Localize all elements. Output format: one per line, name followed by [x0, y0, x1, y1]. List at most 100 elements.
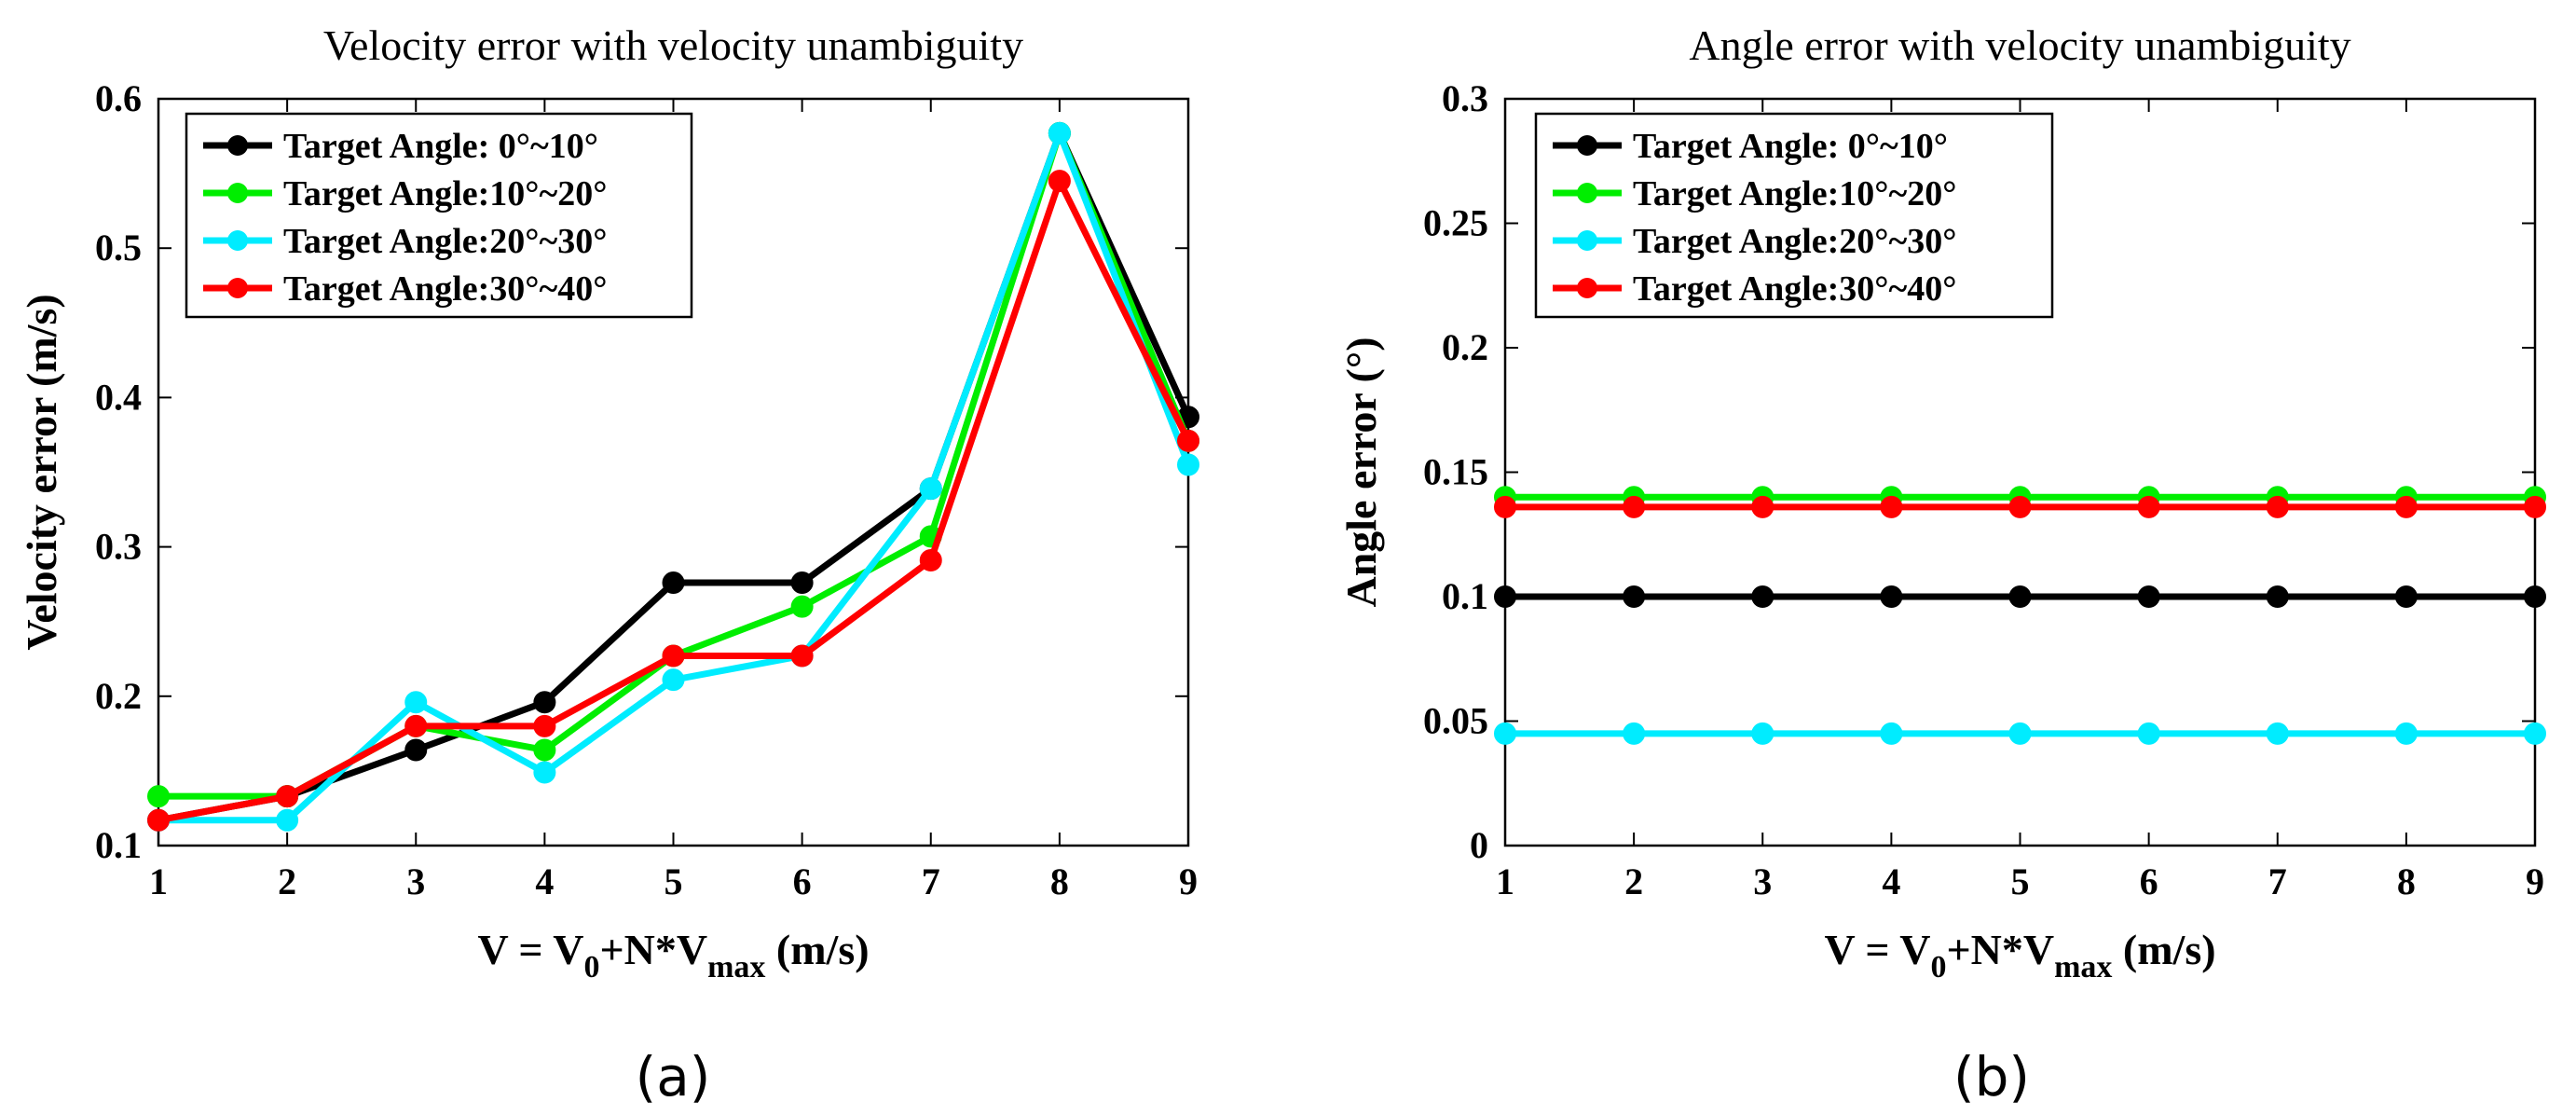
data-point: [1623, 495, 1646, 518]
x-tick-label: 7: [2268, 860, 2287, 902]
x-tick-label: 8: [1050, 860, 1069, 902]
data-point: [2266, 495, 2289, 518]
data-point: [404, 738, 428, 762]
legend-entry: Target Angle:30°~40°: [1633, 269, 1956, 309]
x-axis-label-part: +N*V: [599, 926, 707, 973]
legend-swatch-marker: [1577, 135, 1597, 156]
data-point: [1623, 722, 1646, 745]
data-point: [790, 571, 814, 595]
x-axis-label-part: V = V: [477, 926, 583, 973]
data-point: [1751, 495, 1774, 518]
legend-swatch-marker: [227, 135, 248, 156]
legend: Target Angle: 0°~10° Target Angle:10°~20°…: [185, 112, 693, 319]
y-tick-label: 0.1: [95, 824, 142, 866]
x-tick-label: 2: [1624, 860, 1643, 902]
data-point: [2266, 585, 2289, 608]
x-axis-label-part: +N*V: [1946, 926, 2054, 973]
data-point: [1494, 495, 1516, 518]
y-tick-label: 0.05: [1423, 700, 1488, 742]
data-point: [790, 595, 814, 618]
x-tick-label: 3: [406, 860, 425, 902]
x-axis-label-part: V = V: [1824, 926, 1930, 973]
panel-label: (a): [636, 1045, 711, 1108]
y-tick-label: 0.2: [95, 675, 142, 717]
data-point: [2524, 722, 2546, 745]
data-point: [2394, 585, 2418, 608]
data-point: [2008, 495, 2032, 518]
y-tick-label: 0: [1470, 824, 1488, 866]
chart-title: Velocity error with velocity unambiguity: [323, 21, 1023, 69]
data-point: [1880, 585, 1903, 608]
legend-swatch-marker: [1577, 183, 1597, 203]
data-point: [2137, 722, 2160, 745]
data-point: [2008, 722, 2032, 745]
data-point: [1048, 170, 1071, 193]
data-point: [533, 761, 556, 784]
data-point: [1880, 722, 1903, 745]
data-point: [147, 785, 170, 808]
data-point: [662, 644, 685, 668]
series-3: [1494, 495, 2546, 518]
data-point: [533, 738, 556, 762]
data-point: [2266, 722, 2289, 745]
data-point: [2394, 495, 2418, 518]
data-point: [1048, 121, 1071, 145]
x-axis-label-subscript: 0: [1930, 950, 1946, 984]
y-tick-label: 0.25: [1423, 202, 1488, 244]
chart-title: Angle error with velocity unambiguity: [1689, 21, 2350, 69]
legend-entry: Target Angle:10°~20°: [283, 174, 607, 213]
data-point: [919, 477, 942, 501]
y-tick-label: 0.3: [95, 526, 142, 568]
legend-entry: Target Angle:30°~40°: [283, 269, 607, 309]
y-tick-label: 0.6: [95, 77, 142, 119]
y-tick-label: 0.4: [95, 376, 142, 418]
data-point: [2137, 495, 2160, 518]
x-axis-label-part: (m/s): [765, 926, 869, 973]
chart-panel-0: Velocity error with velocity unambiguity…: [18, 21, 1199, 984]
x-tick-label: 4: [535, 860, 554, 902]
data-point: [276, 808, 299, 832]
data-point: [2524, 495, 2546, 518]
y-tick-label: 0.5: [95, 227, 142, 268]
legend-swatch-marker: [227, 230, 248, 251]
data-point: [1494, 722, 1516, 745]
y-axis-label: Angle error (°): [1337, 337, 1385, 607]
x-axis-label-subscript: max: [707, 950, 765, 984]
data-point: [2008, 585, 2032, 608]
x-tick-label: 9: [1179, 860, 1198, 902]
data-point: [919, 549, 942, 572]
data-point: [533, 691, 556, 714]
x-axis-label-subscript: 0: [583, 950, 599, 984]
legend-swatch-marker: [1577, 278, 1597, 298]
data-point: [1880, 495, 1903, 518]
legend-entry: Target Angle:20°~30°: [1633, 222, 1956, 261]
y-tick-label: 0.15: [1423, 451, 1488, 493]
y-axis-label: Velocity error (m/s): [18, 294, 65, 650]
data-point: [662, 668, 685, 692]
chart-panel-1: Angle error with velocity unambiguity 1 2 3…: [1337, 21, 2546, 984]
x-axis-label: V = V0+N*Vmax (m/s): [477, 926, 869, 984]
legend-swatch-marker: [227, 278, 248, 298]
data-point: [1177, 429, 1199, 452]
legend-entry: Target Angle: 0°~10°: [1633, 127, 1948, 166]
x-axis-label-part: (m/s): [2112, 926, 2215, 973]
data-point: [790, 644, 814, 668]
x-tick-label: 1: [1496, 860, 1514, 902]
x-tick-label: 5: [2011, 860, 2030, 902]
legend-swatch-marker: [227, 183, 248, 203]
data-point: [1494, 585, 1516, 608]
data-point: [1751, 722, 1774, 745]
legend-entry: Target Angle:10°~20°: [1633, 174, 1956, 213]
series-3: [147, 170, 1199, 832]
panel-label: (b): [1953, 1045, 2030, 1108]
data-point: [2394, 722, 2418, 745]
y-tick-label: 0.3: [1442, 77, 1488, 119]
series-2: [1494, 722, 2546, 745]
data-point: [1177, 453, 1199, 476]
x-tick-label: 5: [665, 860, 683, 902]
x-tick-label: 4: [1882, 860, 1900, 902]
data-point: [404, 691, 428, 714]
legend-entry: Target Angle:20°~30°: [283, 222, 607, 261]
legend-swatch-marker: [1577, 230, 1597, 251]
